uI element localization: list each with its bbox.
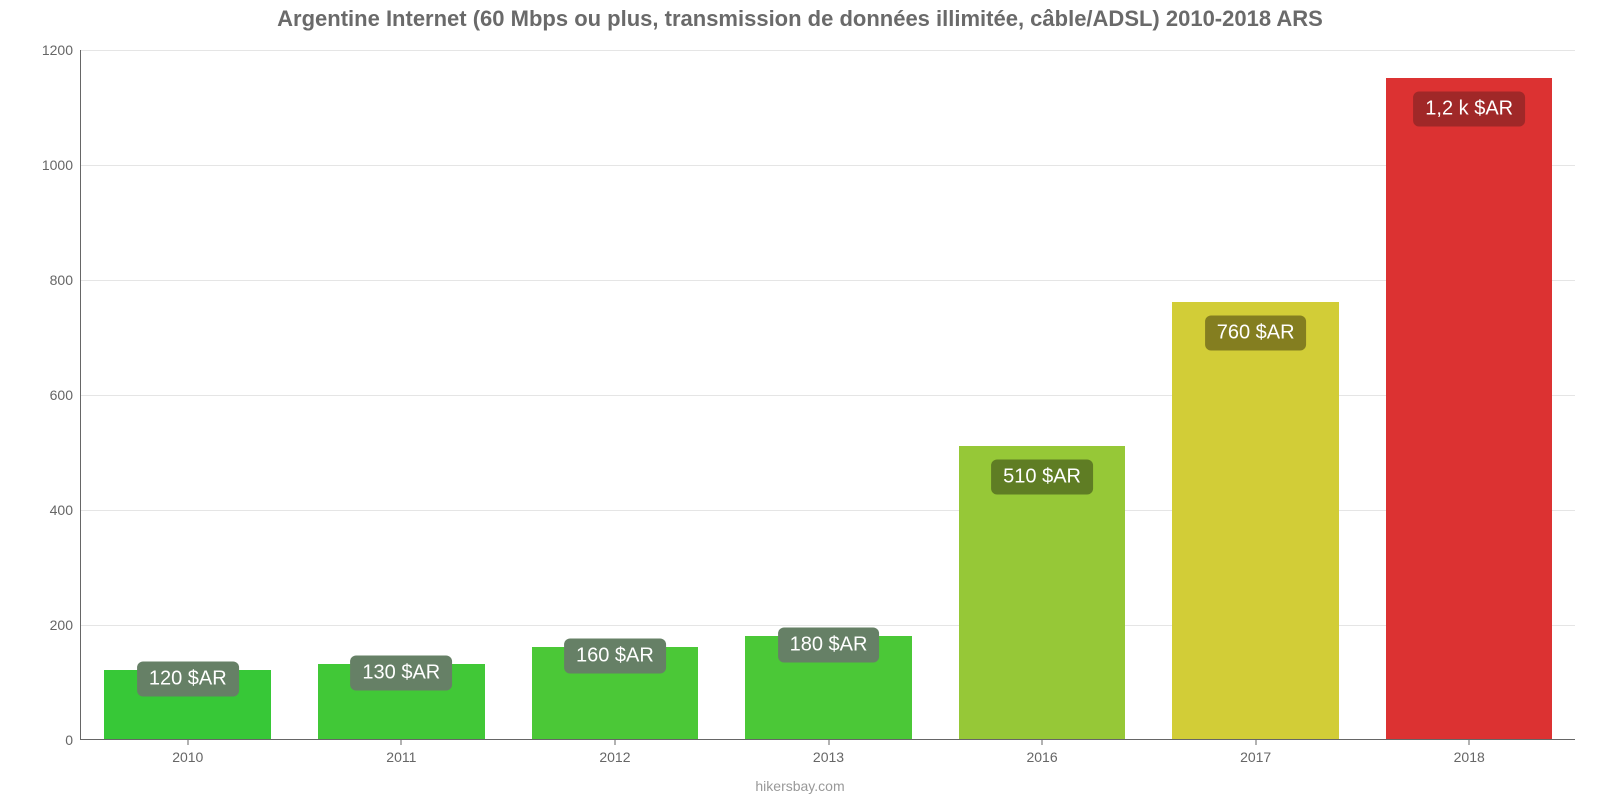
gridline [81,395,1575,396]
x-tick-label: 2016 [1026,739,1057,765]
gridline [81,165,1575,166]
x-tick-label: 2017 [1240,739,1271,765]
y-tick-label: 800 [50,272,81,288]
bar [1386,78,1553,739]
x-tick-label: 2013 [813,739,844,765]
bar-value-label: 510 $AR [991,459,1093,494]
plot-area: 0200400600800100012002010120 $AR2011130 … [80,50,1575,740]
bar-value-label: 180 $AR [778,627,880,662]
y-tick-label: 600 [50,387,81,403]
bar-value-label: 1,2 k $AR [1413,91,1525,126]
gridline [81,280,1575,281]
y-tick-label: 1200 [42,42,81,58]
bar-value-label: 130 $AR [350,656,452,691]
x-tick-label: 2018 [1454,739,1485,765]
gridline [81,50,1575,51]
bar-value-label: 120 $AR [137,662,239,697]
x-tick-label: 2012 [599,739,630,765]
y-tick-label: 0 [65,732,81,748]
gridline [81,510,1575,511]
x-tick-label: 2010 [172,739,203,765]
gridline [81,625,1575,626]
x-tick-label: 2011 [386,739,416,765]
bar-value-label: 160 $AR [564,639,666,674]
chart-title: Argentine Internet (60 Mbps ou plus, tra… [0,0,1600,32]
y-tick-label: 200 [50,617,81,633]
y-tick-label: 400 [50,502,81,518]
bar-value-label: 760 $AR [1205,316,1307,351]
y-tick-label: 1000 [42,157,81,173]
bar [1172,302,1339,739]
source-label: hikersbay.com [755,778,844,794]
